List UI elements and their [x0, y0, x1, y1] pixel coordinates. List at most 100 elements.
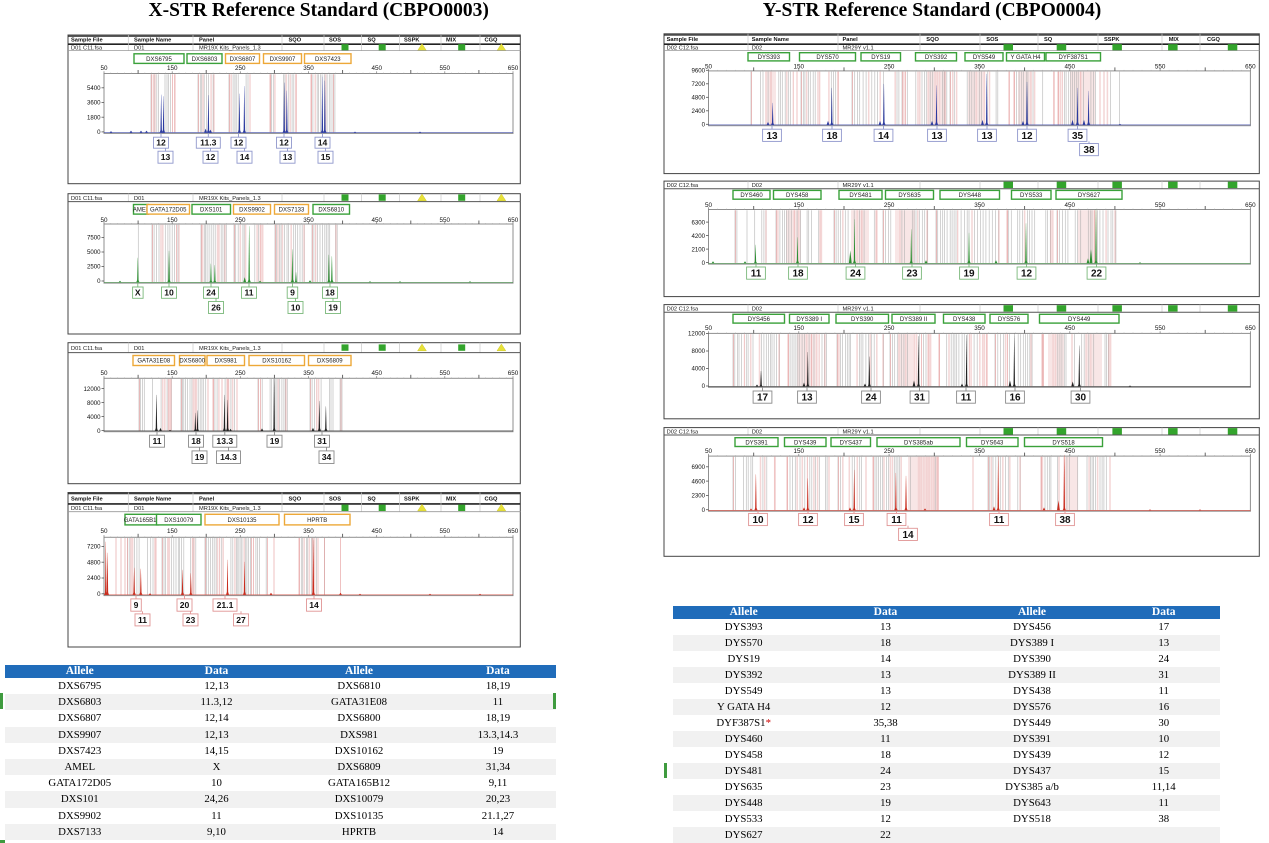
svg-text:Sample Name: Sample Name — [134, 496, 171, 502]
svg-text:DYS576: DYS576 — [998, 317, 1021, 323]
svg-text:DYS19: DYS19 — [871, 55, 891, 61]
svg-text:MR19X Kits_Panels_1.3: MR19X Kits_Panels_1.3 — [199, 506, 261, 512]
svg-text:14: 14 — [902, 530, 914, 541]
svg-text:10: 10 — [752, 515, 764, 526]
svg-text:12: 12 — [234, 138, 244, 148]
svg-text:35: 35 — [1072, 131, 1084, 142]
svg-text:18: 18 — [792, 269, 804, 280]
svg-text:50: 50 — [100, 217, 108, 224]
svg-text:SQ: SQ — [368, 496, 377, 502]
svg-text:DXS10135: DXS10135 — [227, 518, 257, 524]
svg-text:12: 12 — [1021, 131, 1033, 142]
svg-text:11: 11 — [994, 515, 1005, 526]
svg-text:26: 26 — [211, 303, 221, 313]
svg-text:D01 C11.fsa: D01 C11.fsa — [71, 46, 103, 52]
svg-text:0: 0 — [702, 122, 706, 129]
svg-text:650: 650 — [1245, 325, 1256, 332]
svg-text:11: 11 — [751, 269, 762, 280]
svg-text:11: 11 — [891, 515, 902, 526]
svg-text:150: 150 — [167, 370, 178, 377]
svg-text:20: 20 — [180, 600, 190, 610]
svg-text:2400: 2400 — [691, 108, 705, 115]
svg-text:DYS448: DYS448 — [959, 193, 982, 199]
svg-text:14: 14 — [309, 600, 319, 610]
svg-text:MIX: MIX — [1169, 37, 1179, 43]
svg-text:23: 23 — [186, 615, 196, 625]
svg-text:450: 450 — [371, 528, 382, 535]
svg-text:SSPK: SSPK — [1104, 37, 1120, 43]
svg-text:Sample Name: Sample Name — [134, 38, 171, 44]
svg-text:13: 13 — [981, 131, 993, 142]
svg-text:350: 350 — [974, 202, 985, 209]
svg-text:27: 27 — [236, 615, 246, 625]
svg-text:MR29Y v1.1: MR29Y v1.1 — [843, 307, 874, 313]
svg-text:D02: D02 — [752, 430, 762, 436]
svg-text:12: 12 — [206, 152, 216, 162]
svg-text:23: 23 — [906, 269, 918, 280]
svg-text:DXS7133: DXS7133 — [279, 208, 305, 214]
svg-text:0: 0 — [97, 591, 101, 598]
svg-text:HPRTB: HPRTB — [307, 518, 327, 524]
svg-text:D01 C11.fsa: D01 C11.fsa — [71, 346, 103, 352]
svg-text:150: 150 — [794, 448, 805, 455]
svg-text:D01 C11.fsa: D01 C11.fsa — [71, 506, 103, 512]
svg-text:6300: 6300 — [691, 219, 705, 226]
svg-text:350: 350 — [303, 217, 314, 224]
svg-text:DYF387S1: DYF387S1 — [1059, 55, 1089, 61]
svg-text:650: 650 — [508, 370, 519, 377]
svg-text:MR29Y v1.1: MR29Y v1.1 — [843, 430, 874, 436]
svg-text:38: 38 — [1083, 145, 1095, 156]
svg-text:250: 250 — [884, 448, 895, 455]
svg-text:650: 650 — [508, 65, 519, 72]
svg-text:250: 250 — [884, 325, 895, 332]
svg-text:350: 350 — [303, 370, 314, 377]
svg-text:DYS481: DYS481 — [849, 193, 872, 199]
svg-text:450: 450 — [1065, 202, 1076, 209]
svg-text:DXS6809: DXS6809 — [317, 359, 343, 365]
svg-text:DYS449: DYS449 — [1068, 317, 1091, 323]
svg-text:D01: D01 — [134, 346, 144, 352]
svg-text:24: 24 — [850, 269, 862, 280]
svg-text:4800: 4800 — [691, 95, 705, 102]
svg-text:550: 550 — [440, 65, 451, 72]
svg-text:250: 250 — [884, 202, 895, 209]
svg-text:AMEL: AMEL — [133, 208, 150, 214]
svg-text:19: 19 — [963, 269, 975, 280]
svg-text:150: 150 — [794, 63, 805, 70]
svg-text:X: X — [135, 288, 141, 298]
svg-text:9600: 9600 — [691, 68, 705, 75]
svg-text:450: 450 — [371, 65, 382, 72]
svg-text:DYS393: DYS393 — [758, 55, 781, 61]
svg-text:D02: D02 — [752, 183, 762, 189]
svg-text:250: 250 — [235, 217, 246, 224]
svg-text:DYS456: DYS456 — [748, 317, 771, 323]
svg-text:4600: 4600 — [691, 478, 705, 485]
svg-text:GATA165B12: GATA165B12 — [124, 518, 161, 524]
svg-text:4200: 4200 — [691, 233, 705, 240]
svg-text:50: 50 — [705, 325, 713, 332]
svg-text:DYS627: DYS627 — [1078, 193, 1101, 199]
svg-text:11: 11 — [138, 615, 147, 625]
svg-text:650: 650 — [1245, 63, 1256, 70]
svg-text:SSPK: SSPK — [404, 496, 420, 502]
svg-text:30: 30 — [1075, 393, 1087, 404]
svg-text:CGQ: CGQ — [485, 38, 499, 44]
svg-text:SQ: SQ — [368, 38, 377, 44]
svg-text:13: 13 — [931, 131, 943, 142]
svg-text:MIX: MIX — [446, 38, 456, 44]
svg-text:DYS385ab: DYS385ab — [904, 440, 934, 446]
svg-text:250: 250 — [235, 65, 246, 72]
svg-text:D01: D01 — [134, 46, 144, 52]
svg-text:4000: 4000 — [87, 414, 101, 421]
svg-text:2500: 2500 — [87, 264, 101, 271]
svg-text:DYS439: DYS439 — [794, 440, 817, 446]
svg-text:250: 250 — [884, 63, 895, 70]
svg-text:12: 12 — [279, 138, 289, 148]
svg-text:19: 19 — [195, 452, 205, 462]
svg-text:9: 9 — [290, 288, 295, 298]
svg-text:DYS392: DYS392 — [925, 55, 948, 61]
svg-text:2400: 2400 — [87, 575, 101, 582]
svg-text:SQ: SQ — [1044, 37, 1053, 43]
svg-text:11: 11 — [244, 288, 253, 298]
svg-text:2100: 2100 — [691, 246, 705, 253]
